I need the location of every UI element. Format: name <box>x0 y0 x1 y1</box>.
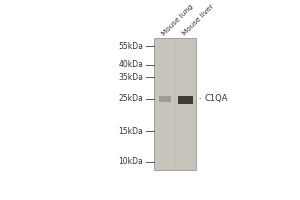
Text: C1QA: C1QA <box>205 94 228 103</box>
Text: 15kDa: 15kDa <box>118 127 143 136</box>
Text: Mouse lung: Mouse lung <box>161 4 194 37</box>
Text: 25kDa: 25kDa <box>118 94 143 103</box>
Bar <box>154 38 196 170</box>
Text: Mouse liver: Mouse liver <box>182 4 215 37</box>
Bar <box>158 96 171 102</box>
Text: 10kDa: 10kDa <box>118 157 143 166</box>
Bar <box>178 96 194 104</box>
Text: 55kDa: 55kDa <box>118 42 143 51</box>
Text: 40kDa: 40kDa <box>118 60 143 69</box>
Text: 35kDa: 35kDa <box>118 73 143 82</box>
